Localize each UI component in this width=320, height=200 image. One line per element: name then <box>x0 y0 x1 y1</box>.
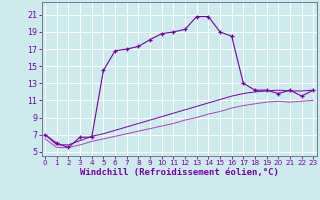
X-axis label: Windchill (Refroidissement éolien,°C): Windchill (Refroidissement éolien,°C) <box>80 168 279 177</box>
